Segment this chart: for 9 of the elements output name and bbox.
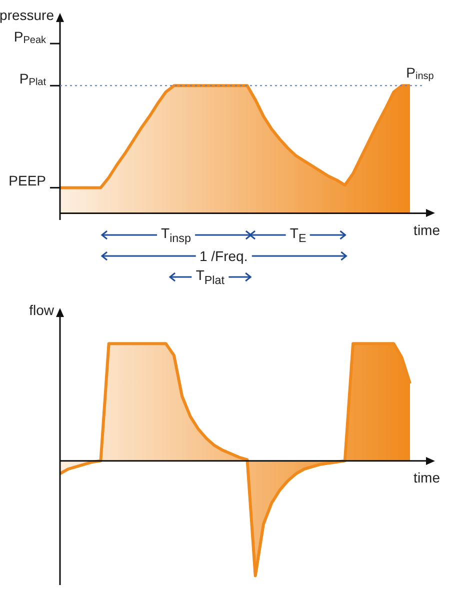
text: T$_{insp}$ xyxy=(157,225,195,246)
text: PEEP xyxy=(8,172,46,189)
y-axis-title: flow xyxy=(29,302,55,318)
x-axis-title: time xyxy=(414,470,440,486)
y-axis-title: pressure xyxy=(0,6,54,23)
x-axis-title: time xyxy=(414,222,440,238)
text: 1 /Freq. xyxy=(195,248,252,264)
text: T$_{E}$ xyxy=(286,225,310,246)
text: T$_{Plat}$ xyxy=(192,267,228,288)
